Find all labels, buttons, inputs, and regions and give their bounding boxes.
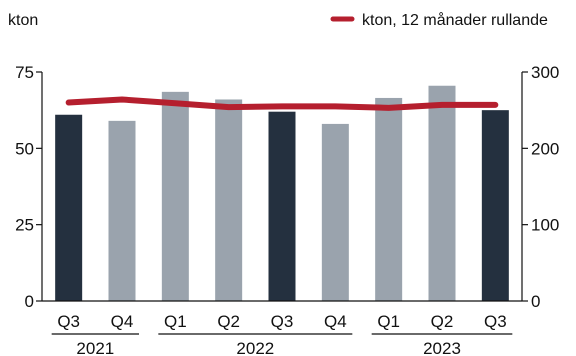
year-label: 2023 <box>423 339 461 356</box>
bar-q1-6 <box>375 97 403 301</box>
left-tick-label: 25 <box>15 216 34 235</box>
year-label: 2021 <box>76 339 114 356</box>
x-tick-label: Q2 <box>217 312 240 331</box>
x-tick-label: Q3 <box>271 312 294 331</box>
left-axis-unit: kton <box>8 12 38 29</box>
right-tick-label: 100 <box>531 216 559 235</box>
left-tick-label: 50 <box>15 139 34 158</box>
bar-q3-4 <box>268 111 296 302</box>
right-tick-label: 300 <box>531 63 559 82</box>
x-tick-label: Q4 <box>324 312 347 331</box>
x-tick-label: Q4 <box>111 312 134 331</box>
year-label: 2022 <box>236 339 274 356</box>
legend-label: kton, 12 månader rullande <box>362 11 548 29</box>
x-tick-label: Q3 <box>484 312 507 331</box>
x-tick-label: Q1 <box>164 312 187 331</box>
right-tick-label: 0 <box>531 292 540 311</box>
left-tick-label: 75 <box>15 63 34 82</box>
x-tick-label: Q1 <box>377 312 400 331</box>
x-tick-label: Q2 <box>431 312 454 331</box>
right-tick-label: 200 <box>531 139 559 158</box>
bar-q4-5 <box>321 123 349 301</box>
bar-q3-0 <box>55 114 83 301</box>
x-tick-label: Q3 <box>57 312 80 331</box>
bar-q3-8 <box>481 110 509 302</box>
legend: kton, 12 månader rullande <box>330 11 548 29</box>
rolling-12m-line <box>65 96 499 111</box>
bar-q2-7 <box>428 85 456 302</box>
bar-q1-2 <box>161 91 189 301</box>
bar-q4-1 <box>108 120 136 301</box>
left-tick-label: 0 <box>25 292 34 311</box>
bar-q2-3 <box>215 99 243 301</box>
